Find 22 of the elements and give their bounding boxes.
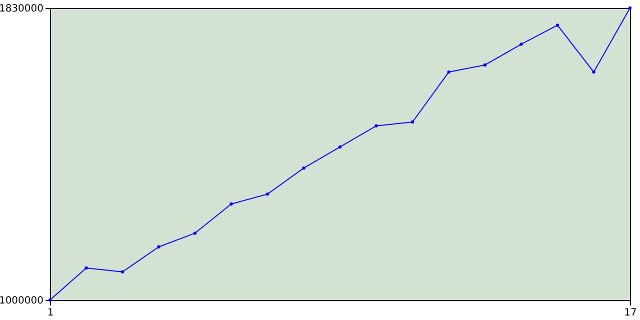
point	[628, 6, 632, 10]
line-series	[48, 6, 632, 302]
point	[302, 166, 306, 170]
x-tick-label: 1	[47, 308, 54, 318]
point	[157, 245, 160, 248]
point	[266, 192, 270, 196]
point	[520, 42, 523, 46]
y-tick-label: 1830000	[0, 4, 44, 14]
point	[230, 202, 233, 206]
point	[120, 270, 124, 274]
point	[556, 24, 560, 27]
point	[193, 232, 197, 235]
point	[374, 124, 378, 128]
point	[483, 63, 487, 67]
point	[338, 145, 342, 149]
point	[84, 266, 88, 270]
point	[592, 70, 596, 74]
x-tick-label: 17	[624, 308, 637, 318]
point	[447, 70, 450, 74]
point	[48, 298, 52, 302]
y-tick-label: 1000000	[0, 296, 44, 306]
point	[410, 120, 414, 124]
